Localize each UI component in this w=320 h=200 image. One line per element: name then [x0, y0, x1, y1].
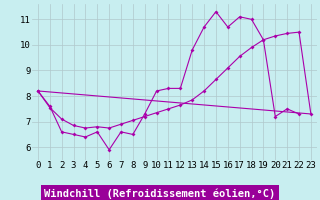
Text: Windchill (Refroidissement éolien,°C): Windchill (Refroidissement éolien,°C) [44, 188, 276, 199]
